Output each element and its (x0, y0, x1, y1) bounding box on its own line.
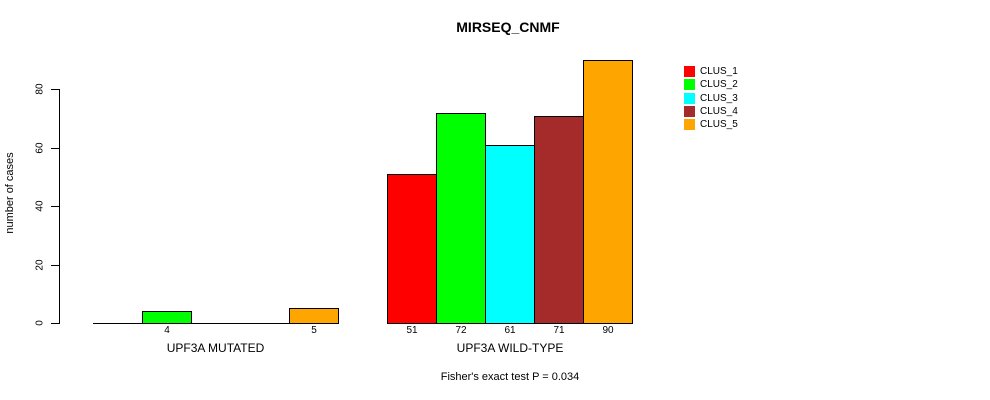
bar-count-label: 72 (455, 325, 467, 336)
legend-swatch-clus_1 (684, 66, 695, 78)
legend-swatch-clus_2 (684, 79, 695, 91)
y-axis-label: number of cases (4, 152, 16, 234)
y-axis-tick (51, 89, 59, 90)
legend-item: CLUS_2 (684, 78, 738, 91)
bar-clus_1 (387, 174, 437, 324)
legend-item: CLUS_1 (684, 65, 738, 78)
y-axis-line (59, 89, 60, 324)
legend-swatch-clus_3 (684, 92, 695, 104)
bar-clus_2 (142, 311, 192, 324)
group-label-upf3a-wild-type: UPF3A WILD-TYPE (456, 341, 564, 355)
y-axis-tick-label: 20 (34, 259, 46, 271)
y-axis-tick-label: 40 (34, 200, 46, 212)
legend-label: CLUS_3 (700, 92, 738, 104)
y-axis-tick-label: 60 (34, 142, 46, 154)
legend-item: CLUS_5 (684, 118, 738, 131)
bar-clus_2 (436, 113, 486, 324)
chart-title: MIRSEQ_CNMF (456, 19, 560, 35)
bar-count-label: 90 (602, 325, 614, 336)
bar-clus_5 (583, 60, 633, 324)
bar-clus_4 (534, 116, 584, 324)
x-axis-baseline (93, 323, 339, 324)
y-axis-tick (51, 148, 59, 149)
fisher-test-annotation: Fisher's exact test P = 0.034 (440, 371, 580, 383)
legend-item: CLUS_4 (684, 105, 738, 118)
bar-count-label: 4 (164, 325, 170, 336)
bar-clus_5 (289, 308, 339, 324)
bar-clus_3 (485, 145, 535, 324)
legend-label: CLUS_5 (700, 119, 738, 131)
legend-label: CLUS_1 (700, 66, 738, 78)
legend: CLUS_1 CLUS_2 CLUS_3 CLUS_4 CLUS_5 (684, 65, 738, 131)
bar-count-label: 51 (406, 325, 418, 336)
y-axis-tick-label: 0 (34, 320, 46, 326)
bar-count-label: 61 (504, 325, 516, 336)
group-label-upf3a-mutated: UPF3A MUTATED (166, 341, 265, 355)
y-axis-tick (51, 206, 59, 207)
legend-item: CLUS_3 (684, 92, 738, 105)
bar-count-label: 5 (311, 325, 317, 336)
legend-label: CLUS_4 (700, 106, 738, 118)
y-axis-tick (51, 323, 59, 324)
legend-swatch-clus_4 (684, 106, 695, 118)
legend-label: CLUS_2 (700, 79, 738, 91)
legend-swatch-clus_5 (684, 119, 695, 131)
y-axis-tick (51, 265, 59, 266)
bar-count-label: 71 (553, 325, 565, 336)
y-axis-tick-label: 80 (34, 83, 46, 95)
